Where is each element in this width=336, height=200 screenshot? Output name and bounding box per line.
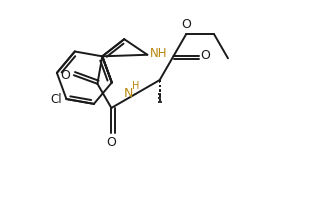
Text: O: O	[181, 18, 191, 31]
Text: O: O	[60, 69, 70, 82]
Text: NH: NH	[150, 47, 168, 60]
Text: Cl: Cl	[51, 93, 62, 106]
Text: N: N	[123, 87, 133, 100]
Text: O: O	[200, 49, 210, 62]
Text: O: O	[107, 136, 116, 149]
Text: H: H	[132, 81, 139, 91]
